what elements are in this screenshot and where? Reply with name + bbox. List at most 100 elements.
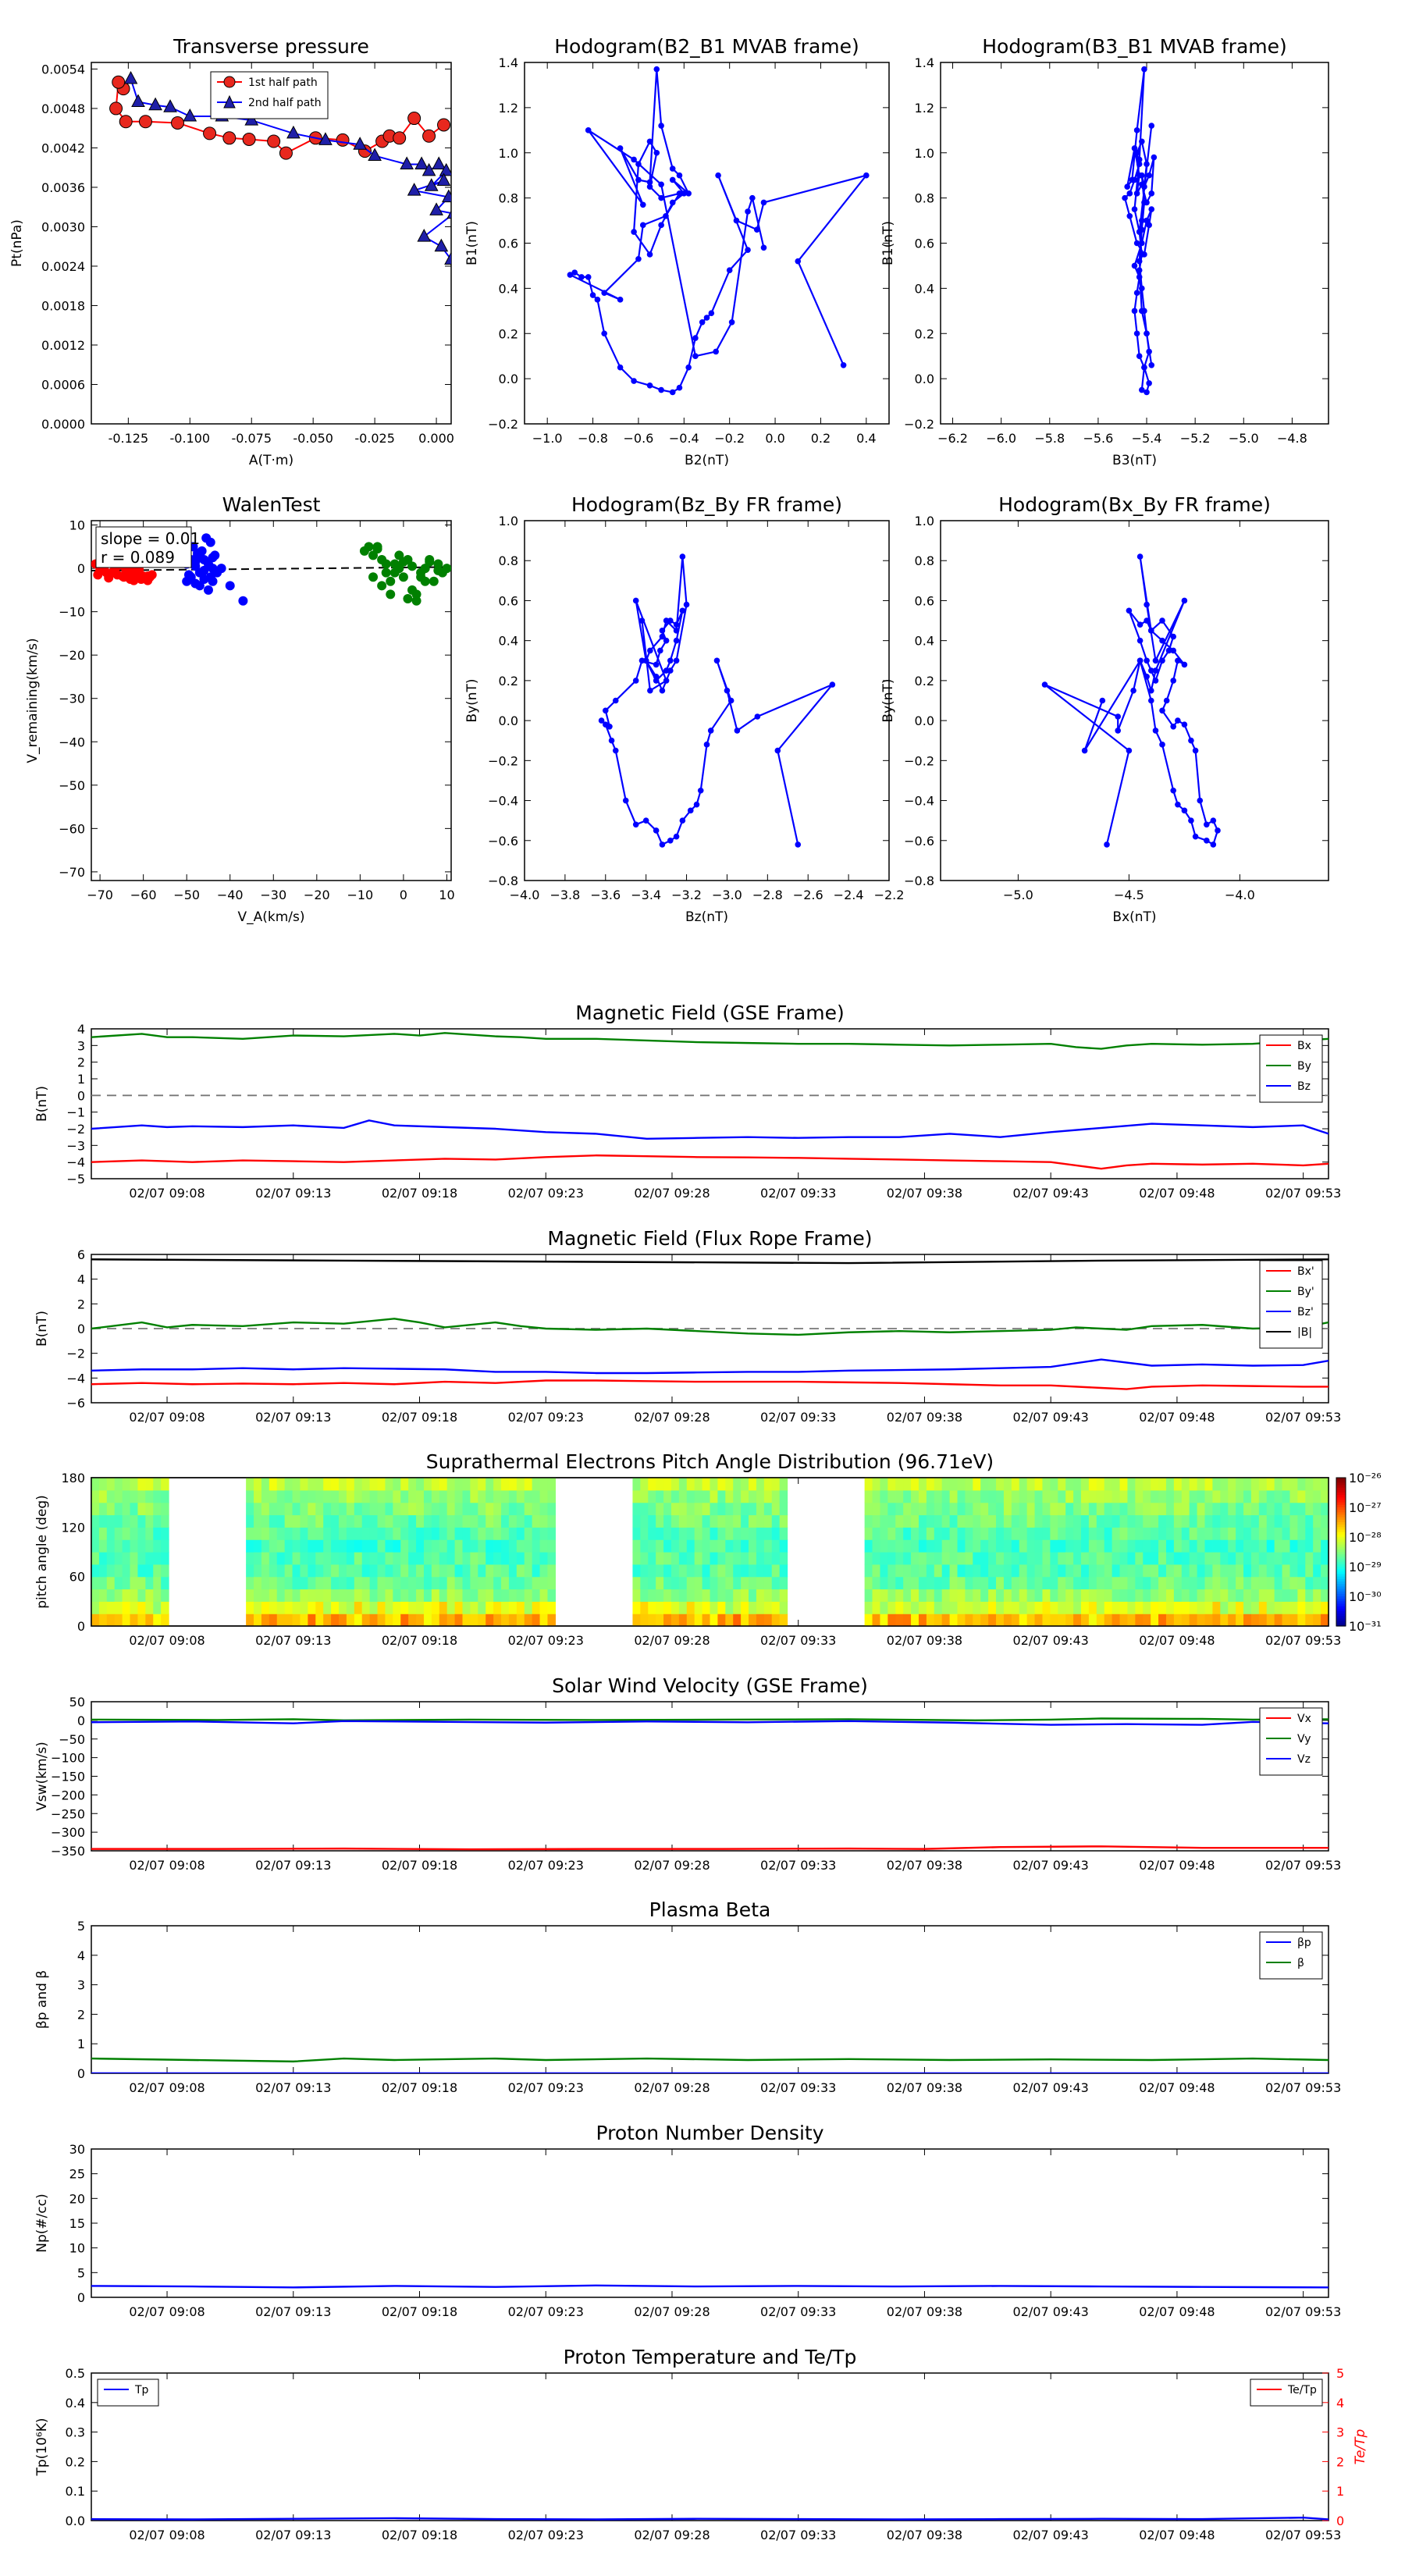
heatmap-cell [663,1514,672,1528]
heatmap-cell [678,1552,688,1565]
heatmap-cell [941,1564,951,1578]
heatmap-cell [1104,1552,1113,1565]
heatmap-cell [246,1527,254,1540]
heatmap-cell [153,1489,162,1503]
heatmap-cell [756,1539,765,1553]
data-point [676,384,683,391]
heatmap-cell [1204,1539,1214,1553]
data-point [683,601,690,608]
heatmap-cell [323,1576,332,1590]
heatmap-cell [1165,1601,1175,1614]
heatmap-cell [1127,1539,1136,1553]
walen-point [381,559,391,569]
heatmap-cell [292,1601,301,1614]
heatmap-cell [749,1478,757,1491]
heatmap-cell [1096,1552,1105,1565]
heatmap-cell [385,1527,393,1540]
heatmap-cell [1096,1614,1105,1626]
x-tick-label: 02/07 09:28 [634,2528,710,2542]
data-point [631,229,637,235]
plot-area [598,553,836,848]
heatmap-cell [702,1527,711,1540]
heatmap-cell [1003,1614,1012,1626]
heatmap-cell [1112,1564,1121,1578]
heatmap-cell [446,1514,456,1528]
heatmap-cell [1073,1502,1082,1516]
heatmap-cell [261,1539,270,1553]
heatmap-cell [1088,1478,1097,1491]
heatmap-cell [1266,1601,1275,1614]
heatmap-cell [1112,1502,1121,1516]
data-point [1144,617,1150,624]
heatmap-cell [1119,1539,1129,1553]
data-point [1148,206,1155,212]
heatmap-cell [1104,1614,1113,1626]
colorbar-tick-label: 10⁻³¹ [1349,1619,1382,1634]
y-tick-label: 0.0042 [41,141,85,155]
x-axis-label: Bx(nT) [1112,909,1156,925]
heatmap-cell [1236,1601,1244,1614]
heatmap-cell [1321,1478,1329,1491]
data-point [612,697,619,704]
heatmap-cell [632,1489,641,1503]
walen-point [416,572,426,582]
heatmap-cell [1143,1601,1151,1614]
heatmap-cell [996,1552,1005,1565]
heatmap-cell [106,1489,116,1503]
x-tick-label: -0.100 [170,431,211,446]
y-tick-label: −150 [51,1770,85,1784]
heatmap-cell [771,1502,781,1516]
heatmap-cell [779,1589,788,1602]
heatmap-cell [408,1614,417,1626]
colorbar-tick-label: 10⁻³⁰ [1349,1589,1382,1604]
x-tick-label: 02/07 09:33 [760,1186,836,1201]
heatmap-cell [106,1478,116,1491]
heatmap-cell [486,1552,494,1565]
y-tick-label: 0.0048 [41,101,85,116]
data-point [1210,817,1217,824]
heatmap-cell [648,1552,656,1565]
heatmap-cell [973,1576,981,1590]
heatmap-cell [1220,1576,1229,1590]
chart-title: Hodogram(Bx_By FR frame) [998,493,1271,516]
x-tick-label: −60 [130,888,157,902]
heatmap-cell [516,1539,525,1553]
legend-label: Bx' [1297,1265,1314,1278]
heatmap-cell [880,1576,888,1590]
heatmap-cell [331,1489,340,1503]
heatmap-cell [346,1502,355,1516]
heatmap-cell [1050,1552,1058,1565]
heatmap-cell [369,1601,379,1614]
heatmap-cell [446,1576,456,1590]
y-tick-label: 2 [77,1297,85,1311]
heatmap-cell [926,1527,935,1540]
legend-box [1259,1034,1323,1103]
heatmap-cell [1243,1614,1252,1626]
heatmap-cell [254,1502,262,1516]
heatmap-cell [493,1502,502,1516]
data-point [1124,183,1130,190]
heatmap-cell [934,1589,943,1602]
heatmap-cell [1104,1489,1113,1503]
heatmap-cell [872,1614,881,1626]
heatmap-cell [996,1489,1005,1503]
data-point [1152,678,1159,684]
panel-pt: Transverse pressure-0.125 -0.100 -0.075 -0.… [9,35,454,468]
heatmap-cell [1026,1576,1036,1590]
x-tick-label: −0.2 [714,431,745,446]
circle-marker [242,132,256,146]
heatmap-cell [454,1502,464,1516]
heatmap-cell [1243,1576,1252,1590]
heatmap-cell [1026,1478,1036,1491]
x-tick-label: −2.6 [793,888,823,902]
heatmap-cell [895,1502,904,1516]
y-tick-label: −2 [66,1347,85,1361]
heatmap-cell [246,1539,254,1553]
x-tick-label: 02/07 09:13 [255,1186,331,1201]
triangle-marker [286,125,301,139]
heatmap-cell [941,1552,951,1565]
heatmap-cell [1112,1601,1121,1614]
walen-point [425,557,435,567]
walen-point [433,565,443,575]
data-point [1210,841,1217,848]
